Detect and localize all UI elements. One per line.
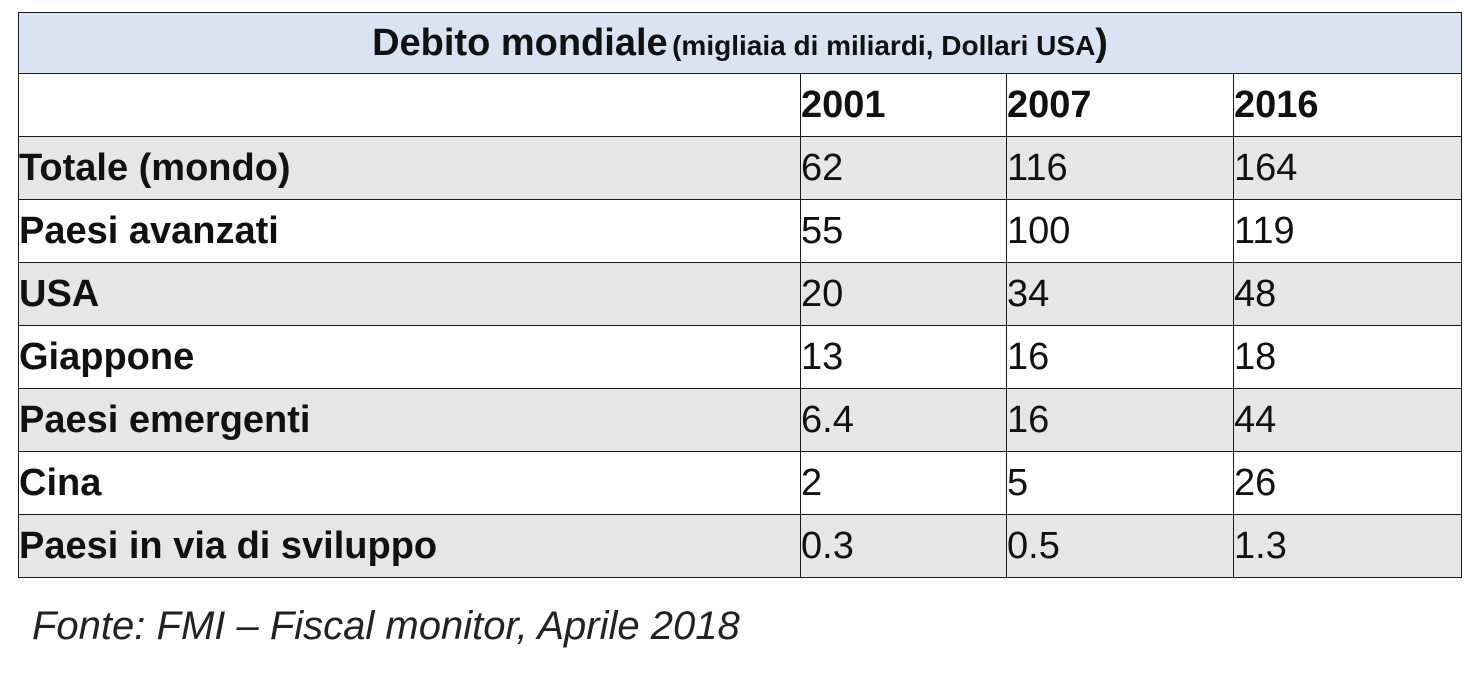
value-cell: 164 bbox=[1232, 136, 1463, 200]
row-label: Paesi emergenti bbox=[18, 388, 801, 452]
value-cell: 48 bbox=[1232, 262, 1463, 326]
header-empty-cell bbox=[18, 73, 801, 137]
row-label: Totale (mondo) bbox=[18, 136, 801, 200]
value-cell: 0.3 bbox=[800, 514, 1007, 578]
table-body: Debito mondiale (migliaia di miliardi, D… bbox=[17, 12, 1463, 578]
table-row: Totale (mondo) 62 116 164 bbox=[18, 136, 1463, 200]
value-cell: 6.4 bbox=[800, 388, 1007, 452]
value-cell: 1.3 bbox=[1232, 514, 1463, 578]
header-row: 2001 2007 2016 bbox=[18, 73, 1463, 137]
row-label: Cina bbox=[18, 451, 801, 515]
value-cell: 20 bbox=[800, 262, 1007, 326]
value-cell: 26 bbox=[1232, 451, 1463, 515]
row-label: Paesi in via di sviluppo bbox=[18, 514, 801, 578]
table-row: Paesi in via di sviluppo 0.3 0.5 1.3 bbox=[18, 514, 1463, 578]
value-cell: 13 bbox=[800, 325, 1007, 389]
title-close-paren: ) bbox=[1095, 21, 1108, 64]
value-cell: 34 bbox=[1006, 262, 1234, 326]
value-cell: 2 bbox=[800, 451, 1007, 515]
table-row: Cina 2 5 26 bbox=[18, 451, 1463, 515]
title-row: Debito mondiale (migliaia di miliardi, D… bbox=[17, 12, 1463, 74]
table-row: USA 20 34 48 bbox=[18, 262, 1463, 326]
value-cell: 100 bbox=[1006, 199, 1234, 263]
table-row: Paesi emergenti 6.4 16 44 bbox=[18, 388, 1463, 452]
value-cell: 55 bbox=[800, 199, 1007, 263]
value-cell: 5 bbox=[1006, 451, 1234, 515]
table-row: Giappone 13 16 18 bbox=[18, 325, 1463, 389]
value-cell: 44 bbox=[1232, 388, 1463, 452]
row-label: Giappone bbox=[18, 325, 801, 389]
title-unit: (migliaia di miliardi, Dollari USA bbox=[672, 29, 1096, 61]
table-row: Paesi avanzati 55 100 119 bbox=[18, 199, 1463, 263]
row-label: Paesi avanzati bbox=[18, 199, 801, 263]
value-cell: 116 bbox=[1006, 136, 1234, 200]
value-cell: 18 bbox=[1232, 325, 1463, 389]
column-header: 2016 bbox=[1232, 73, 1463, 137]
value-cell: 62 bbox=[800, 136, 1007, 200]
value-cell: 16 bbox=[1006, 325, 1234, 389]
column-header: 2001 bbox=[800, 73, 1007, 137]
table-title: Debito mondiale (migliaia di miliardi, D… bbox=[17, 12, 1463, 74]
value-cell: 0.5 bbox=[1006, 514, 1234, 578]
source-note: Fonte: FMI – Fiscal monitor, Aprile 2018 bbox=[32, 604, 740, 648]
value-cell: 16 bbox=[1006, 388, 1234, 452]
column-header: 2007 bbox=[1006, 73, 1234, 137]
title-main: Debito mondiale bbox=[372, 21, 668, 64]
debt-table: Debito mondiale (migliaia di miliardi, D… bbox=[17, 12, 1463, 578]
row-label: USA bbox=[18, 262, 801, 326]
value-cell: 119 bbox=[1232, 199, 1463, 263]
